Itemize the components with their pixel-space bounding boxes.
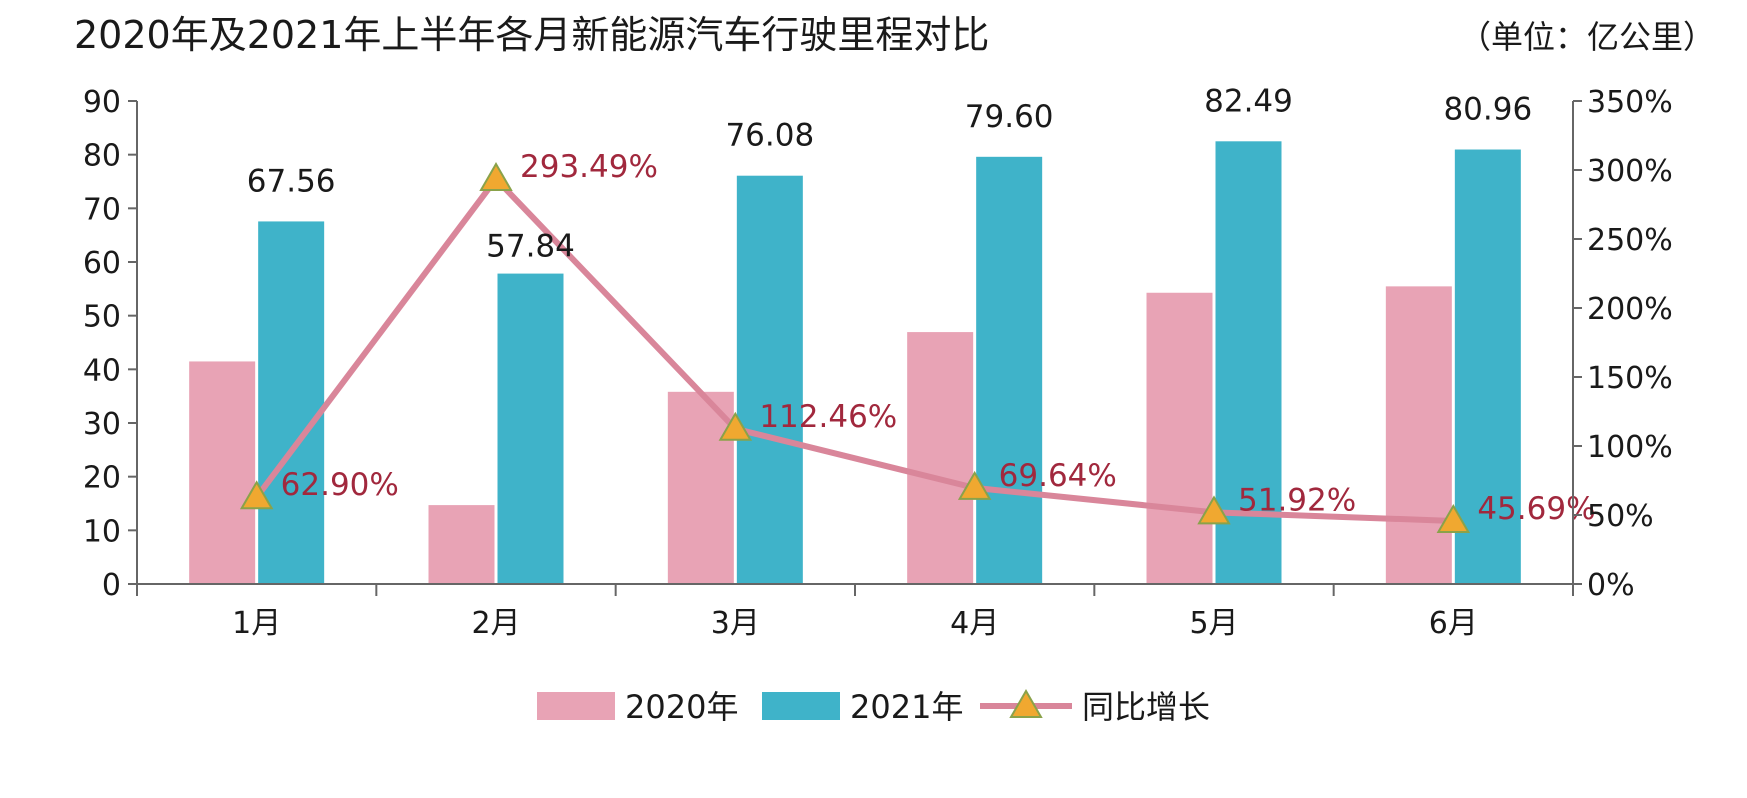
legend-swatch-2020	[537, 692, 615, 720]
bar-2020	[667, 391, 734, 584]
x-tick-label: 2月	[471, 606, 520, 641]
x-tick-label: 5月	[1189, 606, 1238, 641]
legend-marker-growth	[1009, 688, 1043, 718]
growth-value-label: 51.92%	[1238, 482, 1356, 518]
left-y-tick-label: 40	[83, 353, 121, 388]
bar-2021	[497, 273, 564, 584]
growth-value-label: 112.46%	[759, 399, 897, 435]
left-y-tick-label: 20	[83, 461, 121, 496]
legend-label-2021: 2021年	[850, 688, 963, 726]
right-y-tick-label: 200%	[1587, 292, 1673, 327]
bar-2021-value-label: 82.49	[1204, 83, 1293, 119]
x-tick-label: 6月	[1429, 606, 1478, 641]
x-tick-label: 1月	[232, 606, 281, 641]
right-y-tick-label: 150%	[1587, 361, 1673, 396]
bar-2020	[1146, 292, 1213, 584]
growth-marker-triangle	[957, 470, 992, 500]
bar-2021-value-label: 76.08	[725, 118, 814, 154]
chart-title: 2020年及2021年上半年各月新能源汽车行驶里程对比	[74, 13, 989, 57]
growth-marker-triangle	[239, 480, 274, 510]
chart-unit: （单位：亿公里）	[1459, 18, 1715, 56]
right-y-tick-label: 100%	[1587, 430, 1673, 465]
right-y-tick-label: 0%	[1587, 568, 1635, 603]
left-y-tick-label: 10	[83, 514, 121, 549]
axes: 0 10 20 30 40 50 60 70 80 90 0% 50% 100% 150% 200% 250%…	[83, 85, 1673, 641]
legend: 2020年 2021年 同比增长	[537, 688, 1210, 726]
bar-2021-value-label: 79.60	[965, 99, 1054, 135]
bar-2021	[976, 156, 1043, 584]
bar-2020	[189, 361, 256, 584]
right-y-tick-label: 250%	[1587, 223, 1673, 258]
bar-2020	[428, 505, 495, 584]
growth-marker-triangle	[1197, 495, 1231, 525]
bar-2021	[736, 175, 803, 585]
growth-line-path	[254, 175, 1454, 524]
left-y-tick-label: 90	[83, 85, 121, 120]
growth-marker-triangle	[479, 161, 513, 191]
growth-line	[239, 161, 1471, 533]
x-tick-label: 4月	[950, 606, 999, 641]
legend-label-2020: 2020年	[625, 688, 738, 726]
growth-value-label: 45.69%	[1477, 491, 1595, 527]
bars	[189, 141, 1521, 585]
left-y-tick-label: 80	[83, 139, 121, 174]
growth-marker-triangle	[718, 411, 753, 441]
right-y-tick-label: 350%	[1587, 85, 1673, 120]
left-y-tick-label: 0	[102, 568, 121, 603]
bar-2021-value-label: 80.96	[1443, 92, 1532, 128]
left-y-tick-label: 50	[83, 300, 121, 335]
legend-swatch-2021	[762, 692, 840, 720]
growth-value-label: 69.64%	[999, 458, 1117, 494]
growth-value-label: 293.49%	[520, 149, 658, 185]
bar-2021-value-label: 67.56	[247, 163, 336, 199]
growth-value-label: 62.90%	[281, 467, 399, 503]
x-tick-label: 3月	[711, 606, 760, 641]
bar-2021	[1454, 149, 1521, 585]
right-y-tick-label: 50%	[1587, 499, 1654, 534]
bar-2021	[258, 221, 325, 585]
bar-2020	[907, 332, 974, 584]
bar-2020	[1385, 286, 1452, 584]
data-labels: 67.56 57.84 76.08 79.60 82.49 80.96 62.90% 293.…	[247, 83, 1596, 527]
bar-2021-value-label: 57.84	[486, 229, 575, 265]
left-y-tick-label: 70	[83, 192, 121, 227]
legend-label-growth: 同比增长	[1082, 688, 1210, 726]
right-y-tick-label: 300%	[1587, 154, 1673, 189]
left-y-tick-label: 30	[83, 407, 121, 442]
left-y-tick-label: 60	[83, 246, 121, 281]
growth-marker-triangle	[1436, 503, 1471, 533]
